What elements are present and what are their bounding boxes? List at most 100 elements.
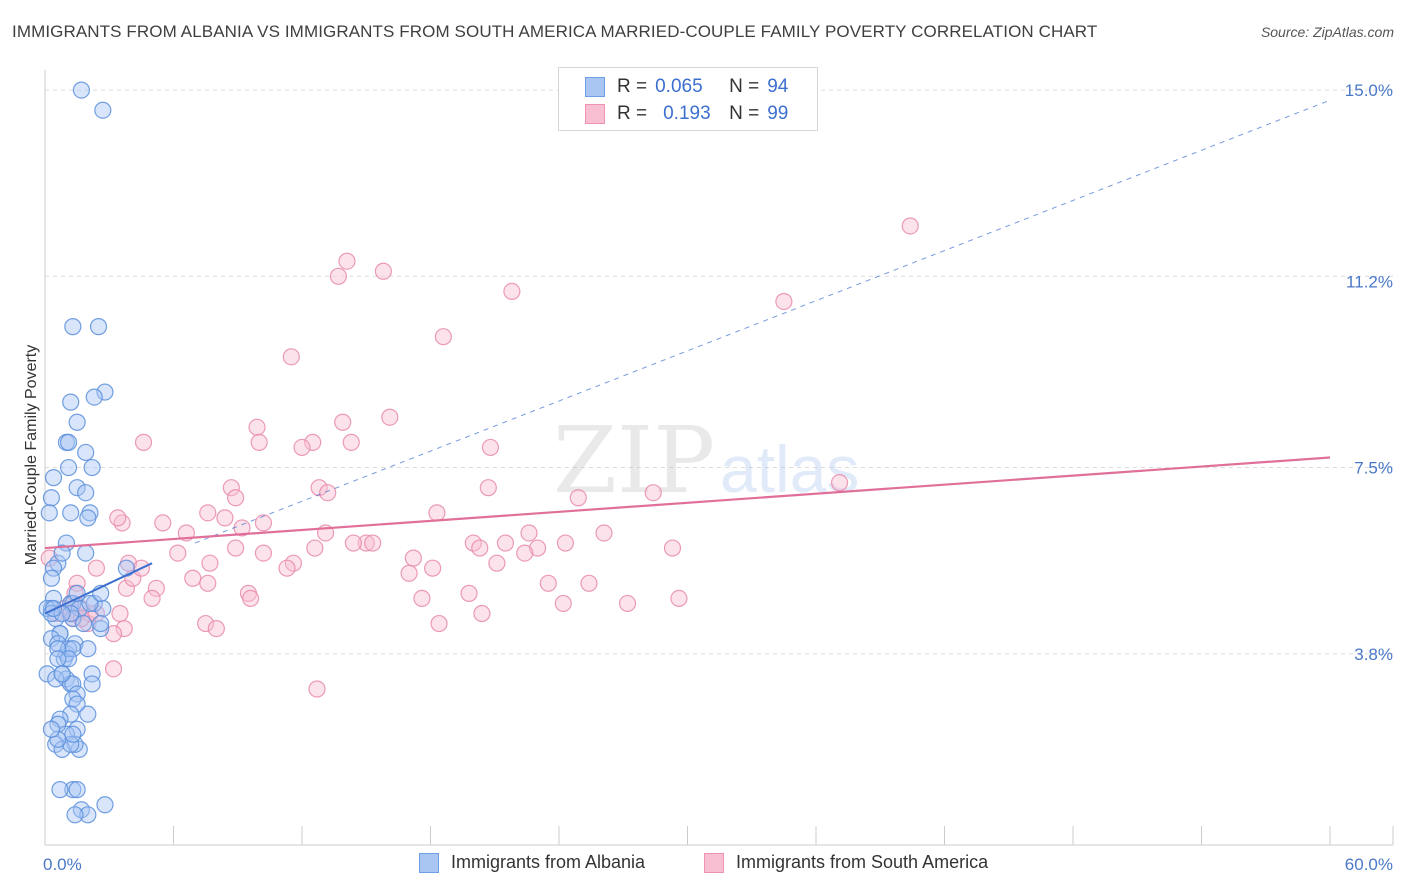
south-america-point xyxy=(81,604,99,623)
legend-r-value: 0.193 xyxy=(663,103,711,124)
albania-point xyxy=(49,635,67,653)
bottom-legend-swatch-south-america xyxy=(704,852,724,873)
south-america-point xyxy=(670,589,688,607)
south-america-point xyxy=(227,489,245,507)
x-tick-label: 60.0% xyxy=(1345,855,1393,874)
south-america-point xyxy=(430,614,448,633)
south-america-point xyxy=(473,604,491,623)
albania-point xyxy=(40,504,58,522)
south-america-point xyxy=(400,564,418,582)
legend-r-value: 0.065 xyxy=(655,76,703,97)
albania-point xyxy=(44,589,63,607)
watermark-atlas: atlas xyxy=(720,432,859,506)
albania-point xyxy=(83,675,101,693)
albania-point xyxy=(68,781,86,799)
south-america-point xyxy=(216,509,234,527)
albania-point xyxy=(62,705,80,723)
south-america-point xyxy=(254,544,273,562)
trendlines xyxy=(44,99,1331,615)
south-america-point xyxy=(282,348,300,366)
albania-point xyxy=(81,594,99,613)
legend-n-label: N = xyxy=(729,103,760,124)
albania-point xyxy=(94,101,112,119)
south-america-trendline xyxy=(44,456,1331,550)
south-america-point xyxy=(334,413,352,431)
south-america-point xyxy=(222,479,240,497)
albania-point xyxy=(85,388,103,406)
south-america-point xyxy=(830,474,849,492)
south-america-point xyxy=(199,574,217,592)
south-america-point xyxy=(278,559,296,577)
watermark-zip: ZIP xyxy=(553,407,715,514)
albania-point xyxy=(79,640,97,658)
south-america-point xyxy=(424,559,442,577)
bottom-legend-swatch-albania xyxy=(419,852,439,873)
albania-point xyxy=(77,484,95,502)
south-america-point xyxy=(250,433,268,451)
albania-point xyxy=(68,413,86,431)
albania-point xyxy=(64,675,82,693)
albania-point xyxy=(96,383,114,401)
legend-row-albania: R = 0.065 N = 94 xyxy=(585,75,788,99)
legend-n-label: N = xyxy=(729,76,760,97)
south-america-point xyxy=(488,554,506,572)
south-america-point xyxy=(539,574,557,592)
albania-point xyxy=(62,735,80,753)
albania-point xyxy=(49,640,67,658)
chart-title: IMMIGRANTS FROM ALBANIA VS IMMIGRANTS FR… xyxy=(12,22,1098,41)
south-america-point xyxy=(528,539,547,557)
south-america-point xyxy=(184,569,202,587)
south-america-point xyxy=(68,574,86,592)
x-tick-labels: 0.0% 60.0% xyxy=(43,855,1393,874)
south-america-point xyxy=(117,579,135,597)
albania-point xyxy=(85,594,103,613)
source-credit: Source: ZipAtlas.com xyxy=(1260,24,1394,40)
legend-n-value: 99 xyxy=(767,103,789,124)
albania-point xyxy=(59,458,78,477)
south-america-point xyxy=(496,534,515,552)
albania-point xyxy=(64,781,82,799)
south-america-point xyxy=(87,559,106,577)
albania-point xyxy=(49,650,67,668)
south-america-point xyxy=(434,328,452,346)
south-america-point xyxy=(111,604,129,623)
south-america-point xyxy=(342,433,360,451)
albania-point xyxy=(77,443,95,462)
south-america-point xyxy=(663,539,682,557)
albania-point xyxy=(66,806,84,824)
south-america-point xyxy=(197,614,215,633)
albania-point xyxy=(68,695,86,713)
south-america-point xyxy=(304,433,322,451)
south-america-point xyxy=(207,619,225,638)
albania-point xyxy=(53,740,71,758)
south-america-point xyxy=(516,544,534,562)
albania-point xyxy=(74,614,93,633)
south-america-point xyxy=(357,534,375,552)
albania-point xyxy=(42,720,61,738)
gridlines xyxy=(45,89,1393,655)
south-america-point xyxy=(428,504,446,522)
albania-point xyxy=(117,559,135,577)
albania-trendline xyxy=(44,562,153,615)
bottom-legend-label-south-america: Immigrants from South America xyxy=(736,852,989,872)
albania-point xyxy=(83,458,101,477)
south-america-point xyxy=(404,549,422,567)
y-axis-label: Married-Couple Family Poverty xyxy=(23,345,40,566)
x-tick-label: 0.0% xyxy=(43,855,82,874)
y-tick-labels: 3.8% 7.5% 11.2% 15.0% xyxy=(1345,81,1393,664)
albania-point xyxy=(66,735,84,753)
south-america-point xyxy=(413,589,431,607)
south-america-point xyxy=(242,589,260,607)
albania-point xyxy=(53,544,71,562)
south-america-point xyxy=(104,660,123,678)
albania-point xyxy=(64,725,82,743)
legend-r-label: R = xyxy=(617,76,648,97)
south-america-point xyxy=(338,252,356,270)
south-america-point xyxy=(293,438,311,457)
legend-row-south-america: R = 0.193 N = 99 xyxy=(585,102,788,126)
south-america-point xyxy=(481,438,500,457)
albania-point xyxy=(94,599,112,618)
legend-n-value: 94 xyxy=(767,76,789,97)
south-america-point xyxy=(901,217,919,235)
legend: R = 0.065 N = 94 R = 0.193 N = 99 xyxy=(558,67,818,131)
